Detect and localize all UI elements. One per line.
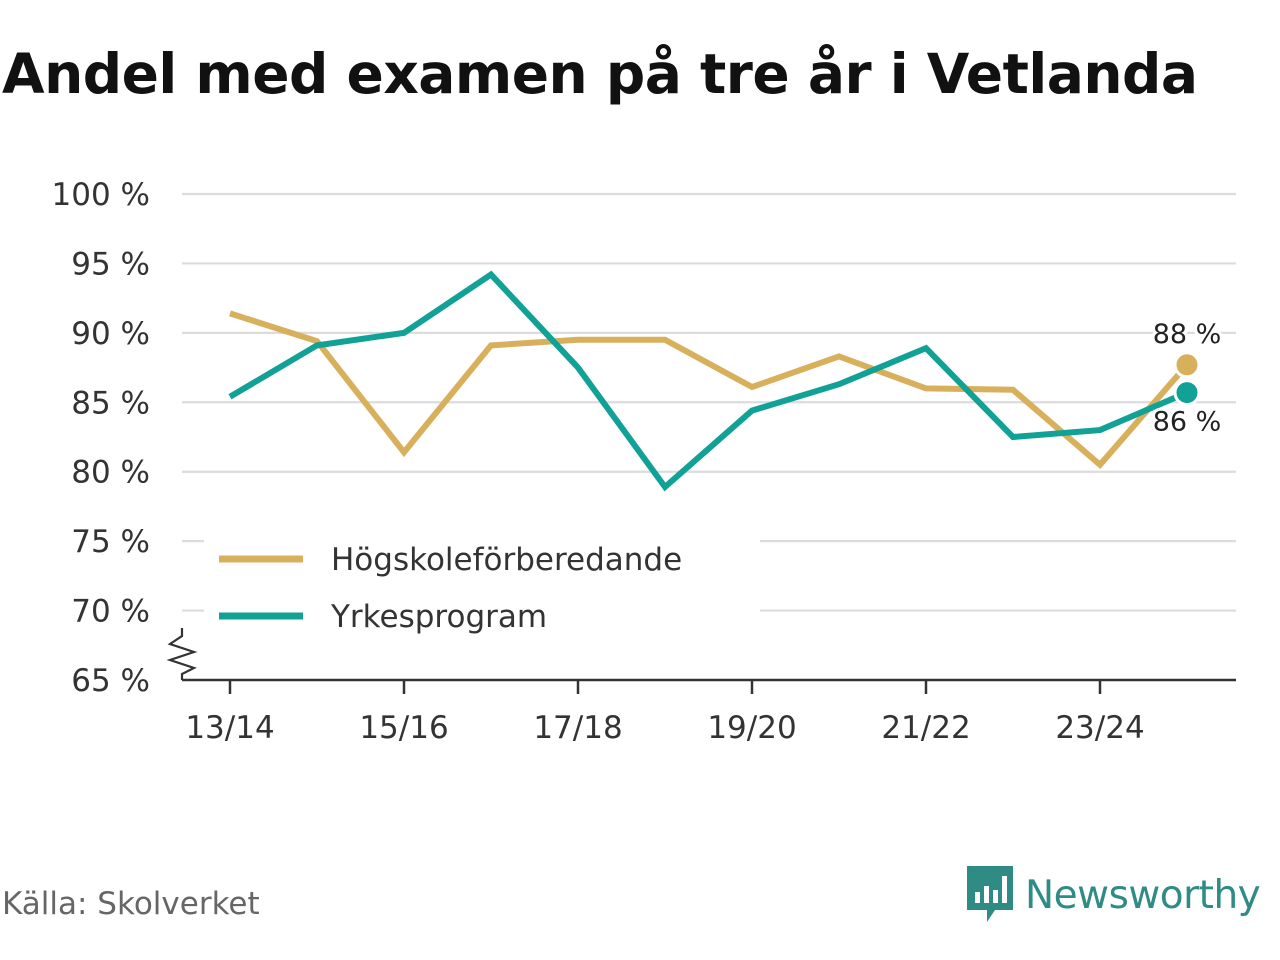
end-point <box>1173 379 1201 407</box>
y-tick-label: 65 % <box>71 663 150 699</box>
end-value-label: 86 % <box>1153 407 1222 438</box>
brand-logo: Newsworthy <box>965 864 1261 926</box>
series-line-hogskoleforberedande <box>229 310 1190 469</box>
y-tick-label: 70 % <box>71 594 150 630</box>
end-point <box>1173 351 1201 379</box>
x-tick-label: 15/16 <box>359 710 448 746</box>
legend: Högskoleförberedande Yrkesprogram <box>204 528 760 648</box>
legend-label: Högskoleförberedande <box>331 542 682 578</box>
end-value-label: 88 % <box>1153 319 1222 350</box>
y-tick-label: 100 % <box>52 177 150 213</box>
newsworthy-logo-icon <box>967 866 1013 922</box>
source-note: Källa: Skolverket <box>2 886 260 922</box>
y-tick-label: 90 % <box>71 316 150 352</box>
x-tick-label: 23/24 <box>1055 710 1144 746</box>
x-tick-label: 19/20 <box>707 710 796 746</box>
x-tick-label: 17/18 <box>533 710 622 746</box>
x-tick-label: 21/22 <box>881 710 970 746</box>
chart-title: Andel med examen på tre år i Vetlanda <box>2 42 1198 106</box>
brand-name: Newsworthy <box>1025 872 1261 918</box>
y-tick-label: 95 % <box>71 246 150 282</box>
series-lines <box>228 270 1190 492</box>
y-tick-label: 80 % <box>71 455 150 491</box>
y-axis: 65 % 70 % 75 % 80 % 85 % 90 % 95 % 100 % <box>52 177 198 699</box>
legend-label: Yrkesprogram <box>330 599 547 635</box>
series-line-yrkesprogram <box>228 270 1189 492</box>
axis-break-mark <box>166 628 198 680</box>
end-labels: 88 % 86 % <box>1150 316 1225 441</box>
x-tick-label: 13/14 <box>185 710 274 746</box>
x-axis: 13/14 15/16 17/18 19/20 21/22 23/24 <box>182 678 1236 746</box>
y-tick-label: 85 % <box>71 385 150 421</box>
legend-background <box>204 528 760 648</box>
y-tick-label: 75 % <box>71 524 150 560</box>
